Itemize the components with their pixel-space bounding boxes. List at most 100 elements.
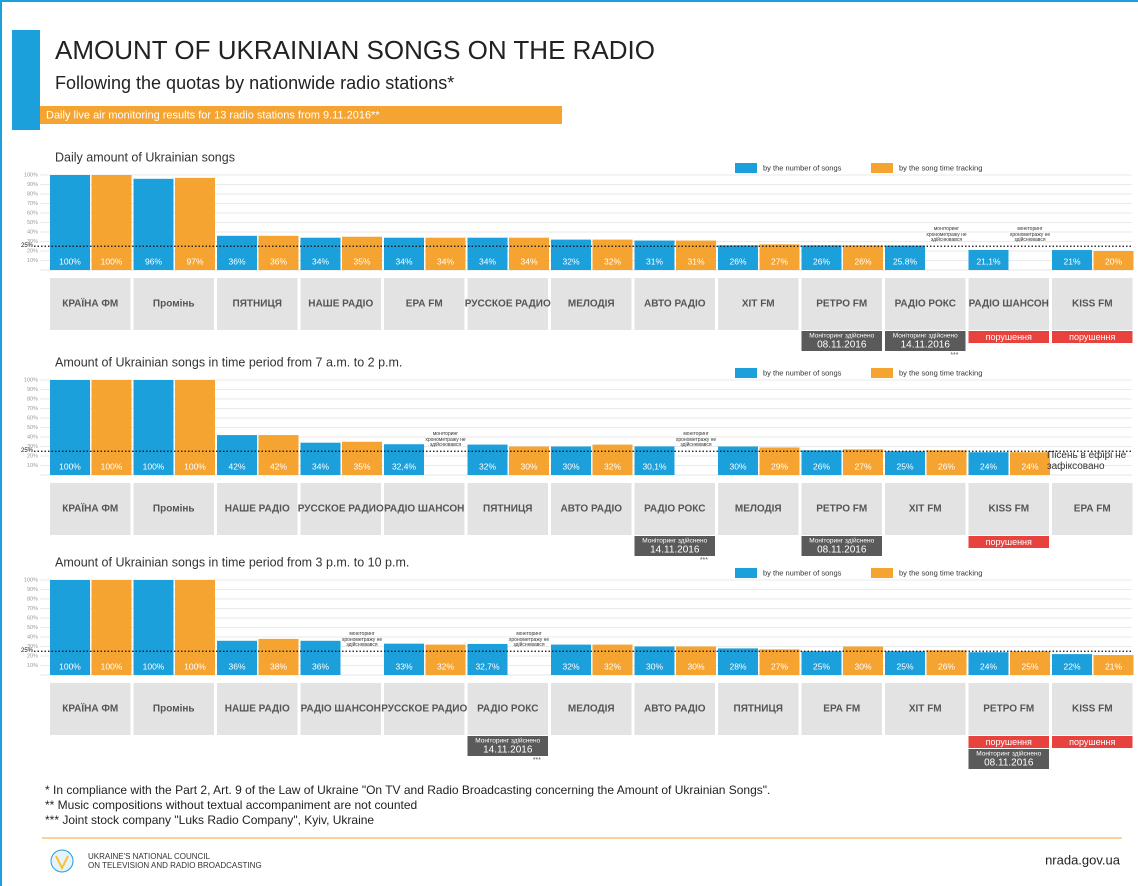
station-logo-bg (467, 278, 548, 330)
y-tick-label: 30% (27, 644, 38, 650)
bar (759, 244, 800, 270)
value-label: 30% (646, 661, 663, 671)
station-logo: Промінь (153, 504, 195, 515)
note: моніторинг хронометражу не здійснювався (926, 227, 967, 244)
monitoring-bg (885, 331, 966, 351)
monitoring-date: 14.11.2016 (650, 545, 700, 556)
bar (342, 441, 382, 475)
monitoring-label: Моніторинг здійснено (642, 537, 707, 545)
y-tick-label: 90% (27, 182, 38, 188)
monitoring-bg (801, 536, 882, 556)
bar (133, 178, 174, 270)
value-label: 30% (687, 661, 704, 671)
value-label: 34% (395, 256, 412, 266)
station-logo: KISS FM (1072, 299, 1113, 310)
value-label: 20% (1105, 256, 1122, 266)
footer-emblem (50, 849, 74, 873)
legend-label: by the song time tracking (899, 568, 982, 577)
legend-label: by the song time tracking (899, 368, 982, 377)
y-tick-label: 30% (27, 444, 38, 450)
chart-title: Amount of Ukrainian songs in time period… (55, 555, 409, 569)
value-label: 24% (980, 661, 997, 671)
bar (1010, 651, 1050, 675)
value-label: 31% (646, 256, 663, 266)
bar (718, 648, 758, 675)
station-logo-bg (217, 278, 298, 330)
bar (843, 245, 883, 270)
bar (300, 442, 341, 475)
value-label: 32,7% (475, 661, 500, 671)
chart-title: Daily amount of Ukrainian songs (55, 150, 235, 164)
station-logo-bg (50, 683, 131, 735)
monitoring-date: 14.11.2016 (901, 340, 951, 351)
value-label: 26% (938, 661, 955, 671)
value-label: 32% (562, 256, 579, 266)
y-tick-label: 20% (27, 653, 38, 659)
bar (217, 235, 257, 270)
monitoring-bg (467, 736, 548, 756)
y-tick-label: 20% (27, 453, 38, 459)
station-logo-bg (300, 683, 381, 735)
bar (50, 380, 90, 475)
violation-bg (968, 331, 1049, 343)
bar (1010, 452, 1050, 475)
note-box: моніторинг хронометражу не здійснювався (926, 227, 967, 244)
bar (885, 245, 925, 270)
value-label: 34% (479, 256, 496, 266)
bar (300, 237, 341, 270)
bar (676, 240, 716, 270)
bar (425, 237, 466, 270)
station-logo-bg (467, 683, 548, 735)
value-label: 32% (604, 661, 621, 671)
bar (592, 239, 633, 270)
monitoring-bg (968, 749, 1049, 769)
value-label: 31% (687, 256, 704, 266)
value-label: 100% (59, 256, 81, 266)
bar (718, 245, 758, 270)
station-logo: МЕЛОДІЯ (568, 704, 615, 715)
value-label: 97% (186, 256, 203, 266)
value-label: 25% (896, 461, 913, 471)
y-tick-label: 80% (27, 396, 38, 402)
station-logo: ПЯТНИЦЯ (734, 704, 783, 715)
value-label: 25% (896, 661, 913, 671)
value-label: 100% (143, 461, 165, 471)
y-tick-label: 70% (27, 406, 38, 412)
bar (509, 237, 549, 270)
y-tick-label: 70% (27, 606, 38, 612)
monitoring-date: 08.11.2016 (817, 340, 867, 351)
monitoring-source: *** (533, 757, 541, 764)
y-tick-label: 10% (27, 258, 38, 264)
bar (384, 444, 424, 475)
value-label: 100% (59, 661, 81, 671)
bar (968, 249, 1009, 270)
footer-url: nrada.gov.ua (1045, 852, 1121, 867)
station-logo-bg (384, 483, 465, 535)
value-label: 42% (228, 461, 245, 471)
violation-label: порушення (986, 737, 1032, 747)
station-logo-bg (551, 483, 632, 535)
y-tick-label: 60% (27, 415, 38, 421)
station-logo-bg (801, 278, 882, 330)
station-logo-bg (133, 483, 214, 535)
bar (759, 447, 800, 475)
station-logo-bg (300, 483, 381, 535)
station-logo-bg (1052, 483, 1133, 535)
bar (634, 240, 675, 270)
bar (91, 380, 132, 475)
value-label: 22% (1063, 661, 1080, 671)
bar (467, 444, 508, 475)
bar (1052, 250, 1092, 270)
station-logo: КРАЇНА ФМ (62, 502, 118, 515)
station-logo: РЕТРО FM (983, 704, 1034, 715)
note: моніторинг хронометражу не здійснювався (675, 432, 717, 449)
station-logo: АВТО РАДІО (644, 299, 706, 310)
value-label: 34% (437, 256, 454, 266)
bar (551, 239, 591, 270)
station-logo: РАДІО ШАНСОН (301, 704, 381, 715)
value-label: 30% (854, 661, 871, 671)
value-label: 26% (729, 256, 746, 266)
value-label: 38% (270, 661, 287, 671)
y-tick-label: 60% (27, 615, 38, 621)
legend-label: by the number of songs (763, 568, 842, 577)
